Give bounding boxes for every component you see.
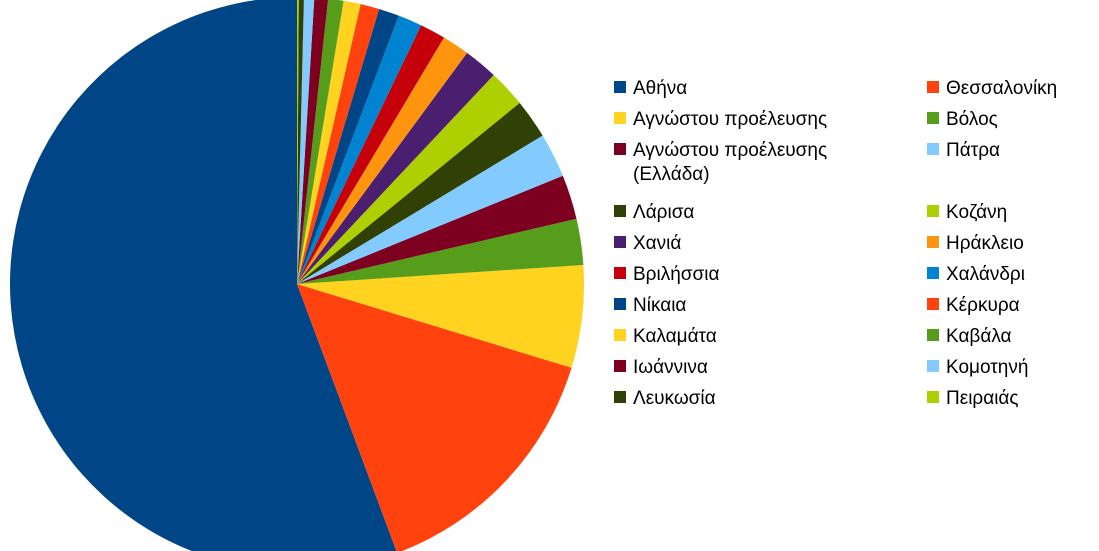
legend-item: Λευκωσία — [614, 387, 716, 411]
pie-slice-12 — [297, 8, 399, 284]
pie-slice-4 — [297, 175, 577, 284]
pie-slice-13 — [297, 4, 380, 284]
pie-slice-5 — [297, 135, 563, 284]
legend-item: Αθήνα — [614, 77, 687, 101]
legend-swatch — [927, 205, 939, 217]
legend-item: Νίκαια — [614, 294, 686, 318]
legend-swatch — [927, 143, 939, 155]
legend-swatch — [927, 329, 939, 341]
legend-swatch — [614, 329, 626, 341]
pie-slice-9 — [297, 37, 468, 284]
legend-label: Ηράκλειο — [946, 233, 1024, 254]
legend-item: Αγνώστου προέλευσης (Ελλάδα) — [614, 139, 827, 187]
legend-item: Πειραιάς — [927, 387, 1019, 411]
legend-swatch — [927, 81, 939, 93]
legend-label: Αγνώστου προέλευσης — [633, 109, 828, 130]
legend-swatch — [614, 81, 626, 93]
pie-slice-2 — [297, 264, 584, 368]
legend-item: Χανιά — [614, 232, 681, 256]
pie-slice-11 — [297, 15, 422, 285]
legend-item: Χαλάνδρι — [927, 263, 1025, 287]
legend-item: Κέρκυρα — [927, 294, 1020, 318]
pie-slice-19 — [297, 0, 299, 284]
legend-swatch — [614, 112, 626, 124]
legend-item: Βόλος — [927, 108, 998, 132]
pie-slice-15 — [297, 0, 344, 284]
pie-slice-7 — [297, 75, 520, 284]
legend-label: Πάτρα — [946, 140, 1001, 161]
legend-item: Κοζάνη — [927, 201, 1007, 225]
legend-label: Κέρκυρα — [946, 295, 1020, 316]
pie-slice-18 — [297, 0, 304, 284]
legend-label: Βριλήσσια — [633, 264, 720, 285]
pie-slice-6 — [297, 102, 543, 284]
legend-swatch — [927, 267, 939, 279]
legend-label: Αθήνα — [633, 78, 688, 99]
legend-swatch — [927, 298, 939, 310]
legend-item: Καβάλα — [927, 325, 1012, 349]
legend-swatch — [614, 391, 626, 403]
legend-label: Καβάλα — [946, 326, 1012, 347]
pie-slice-3 — [297, 218, 584, 284]
legend-swatch — [614, 143, 626, 155]
legend-swatch — [614, 205, 626, 217]
legend-label: Βόλος — [946, 109, 998, 130]
legend-label: Πειραιάς — [946, 388, 1019, 409]
legend-item: Πάτρα — [927, 139, 1000, 163]
pie-slice-0 — [10, 0, 397, 551]
legend-label: Ιωάννινα — [633, 357, 708, 378]
pie-slice-17 — [297, 0, 315, 284]
legend-item: Θεσσαλονίκη — [927, 77, 1057, 101]
legend-swatch — [927, 112, 939, 124]
legend-item: Λάρισα — [614, 201, 694, 225]
legend-swatch — [614, 298, 626, 310]
legend-item: Βριλήσσια — [614, 263, 719, 287]
legend-label: Κομοτηνή — [946, 357, 1029, 378]
legend-swatch — [927, 236, 939, 248]
pie-slice-10 — [297, 25, 444, 285]
legend-item: Ιωάννινα — [614, 356, 708, 380]
legend-item: Αγνώστου προέλευσης — [614, 108, 827, 132]
pie-slice-16 — [297, 0, 329, 284]
pie-slice-8 — [297, 52, 494, 284]
legend-label: Χανιά — [633, 233, 682, 254]
legend-label: Καλαμάτα — [633, 326, 717, 347]
legend-swatch — [614, 267, 626, 279]
legend-swatch — [614, 236, 626, 248]
legend-item: Ηράκλειο — [927, 232, 1024, 256]
legend-label: Κοζάνη — [946, 202, 1008, 223]
legend-swatch — [614, 360, 626, 372]
legend-item: Κομοτηνή — [927, 356, 1028, 380]
legend-label: Θεσσαλονίκη — [946, 78, 1058, 99]
legend-label: Αγνώστου προέλευσης (Ελλάδα) — [633, 140, 828, 185]
legend-label: Νίκαια — [633, 295, 687, 316]
legend-item: Καλαμάτα — [614, 325, 717, 349]
legend-swatch — [927, 391, 939, 403]
legend-label: Λευκωσία — [633, 388, 716, 409]
legend-swatch — [927, 360, 939, 372]
pie-slice-1 — [297, 284, 572, 551]
pie-chart-plot — [10, 0, 584, 551]
legend-label: Λάρισα — [633, 202, 695, 223]
legend-label: Χαλάνδρι — [946, 264, 1025, 285]
pie-slice-14 — [297, 0, 361, 284]
